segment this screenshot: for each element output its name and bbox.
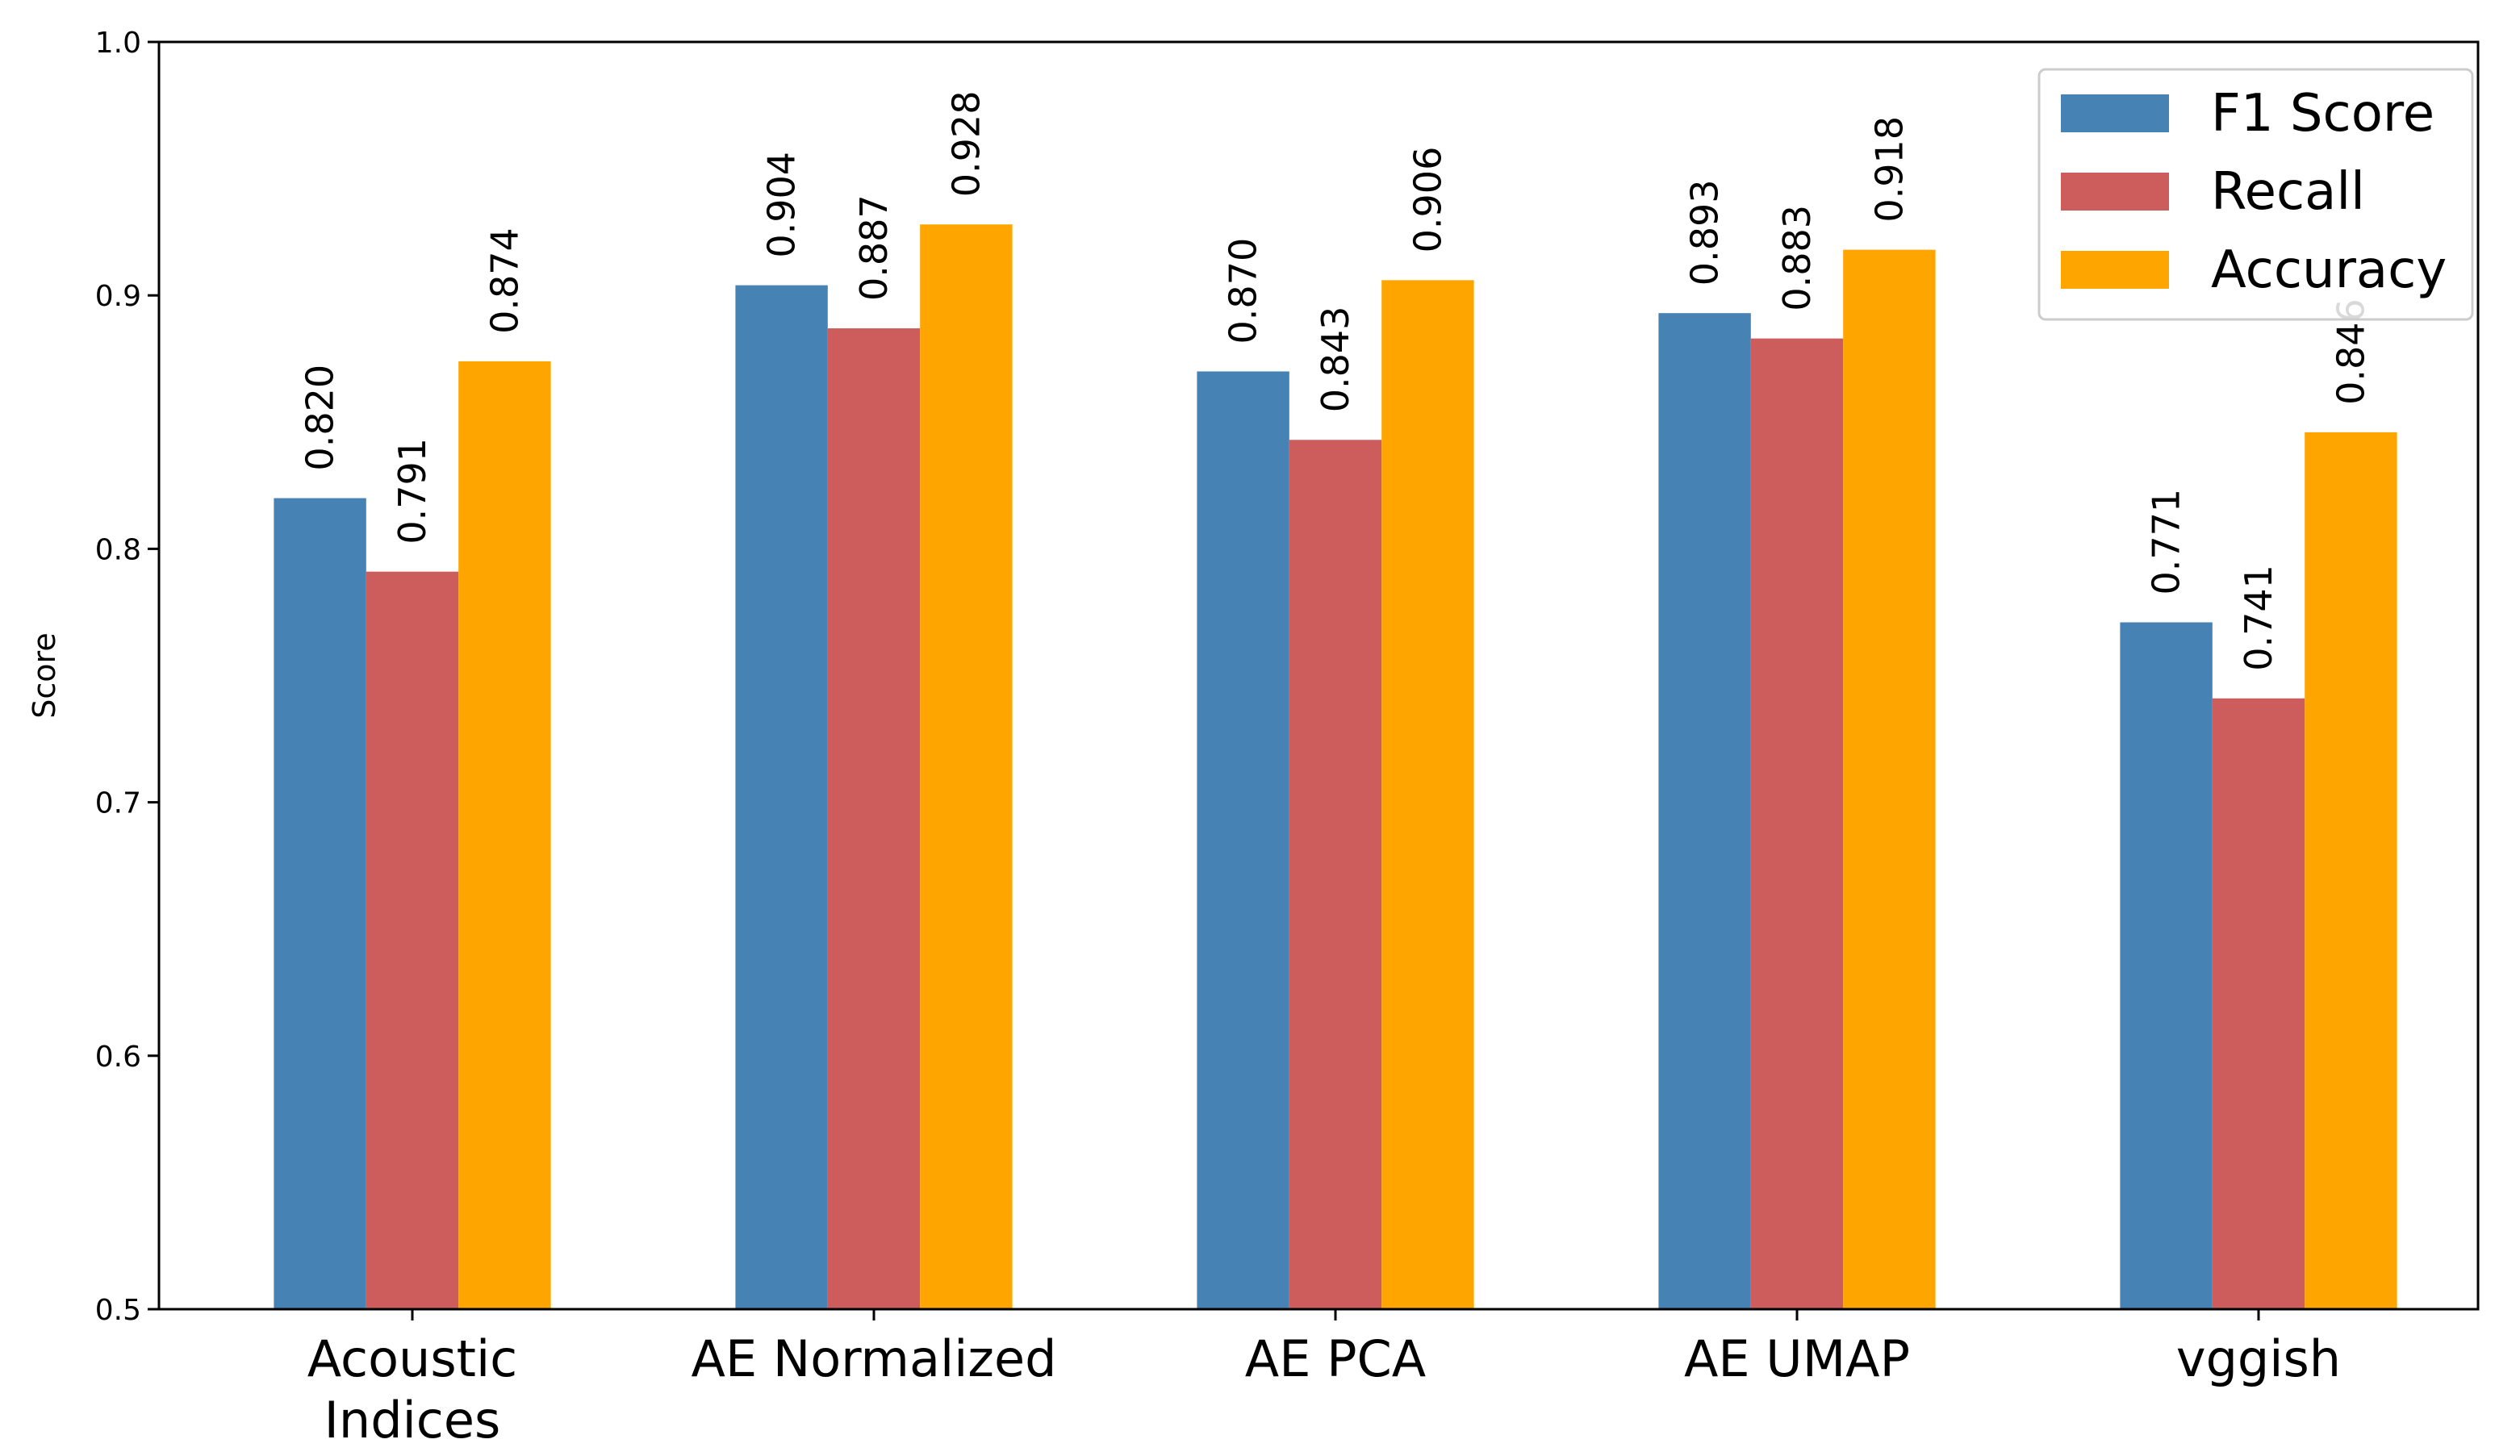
bars-layer — [274, 224, 2397, 1310]
bar-f1-score-2 — [1197, 371, 1289, 1310]
legend-label: F1 Score — [2211, 84, 2434, 144]
y-tick-label: 1.0 — [95, 27, 141, 60]
data-label: 0.893 — [1683, 179, 1727, 286]
data-label: 0.820 — [299, 365, 342, 471]
legend-swatch — [2061, 251, 2169, 289]
data-label: 0.904 — [760, 152, 804, 258]
data-label: 0.887 — [852, 194, 896, 301]
y-tick-label: 0.5 — [95, 1294, 141, 1327]
bar-recall-0 — [366, 571, 459, 1309]
bar-f1-score-4 — [2120, 622, 2213, 1309]
legend-label: Accuracy — [2211, 240, 2447, 300]
legend-swatch — [2061, 94, 2169, 132]
bar-accuracy-2 — [1381, 280, 1474, 1309]
bar-f1-score-3 — [1658, 313, 1751, 1310]
data-label: 0.791 — [391, 438, 434, 544]
value-labels-layer: 0.820 0.904 0.870 0.893 0.771 0.791 0.887 0.843… — [299, 91, 2373, 671]
bar-f1-score-1 — [735, 285, 828, 1310]
bar-recall-2 — [1289, 440, 1382, 1310]
x-tick-label: vggish — [2176, 1329, 2341, 1388]
bar-accuracy-0 — [458, 361, 551, 1310]
bar-accuracy-1 — [920, 224, 1013, 1309]
y-tick-label: 0.6 — [95, 1041, 141, 1074]
bar-accuracy-4 — [2305, 432, 2397, 1310]
y-tick-label: 0.8 — [95, 533, 141, 566]
bar-recall-4 — [2212, 698, 2305, 1309]
x-tick-label: AE PCA — [1245, 1329, 1426, 1388]
data-label: 0.928 — [944, 91, 988, 198]
y-tick-label: 0.7 — [95, 787, 141, 820]
data-label: 0.870 — [1222, 238, 1265, 344]
data-label: 0.843 — [1314, 307, 1357, 413]
data-label: 0.874 — [483, 227, 526, 334]
bar-f1-score-0 — [274, 498, 366, 1309]
x-tick-label: Indices — [324, 1391, 501, 1450]
x-tick-label: AE Normalized — [692, 1329, 1057, 1388]
x-tick-label: AE UMAP — [1684, 1329, 1910, 1388]
legend-label: Recall — [2211, 162, 2365, 222]
data-label: 0.906 — [1406, 147, 1449, 253]
y-axis: 0.5 0.6 0.7 0.8 0.9 1.0 — [95, 27, 159, 1327]
data-label: 0.883 — [1775, 205, 1819, 311]
data-label: 0.771 — [2145, 489, 2188, 595]
bar-accuracy-3 — [1843, 249, 1936, 1309]
axes-frame — [157, 40, 2480, 1311]
y-tick-label: 0.9 — [95, 280, 141, 313]
bar-recall-1 — [827, 328, 921, 1309]
x-tick-label: Acoustic — [307, 1329, 518, 1388]
legend-swatch — [2061, 173, 2169, 211]
legend: F1 Score Recall Accuracy — [2037, 68, 2474, 321]
bar-recall-3 — [1750, 338, 1844, 1309]
data-label: 0.741 — [2237, 565, 2280, 671]
data-label: 0.918 — [1867, 116, 1911, 223]
y-axis-label: Score — [27, 632, 62, 718]
